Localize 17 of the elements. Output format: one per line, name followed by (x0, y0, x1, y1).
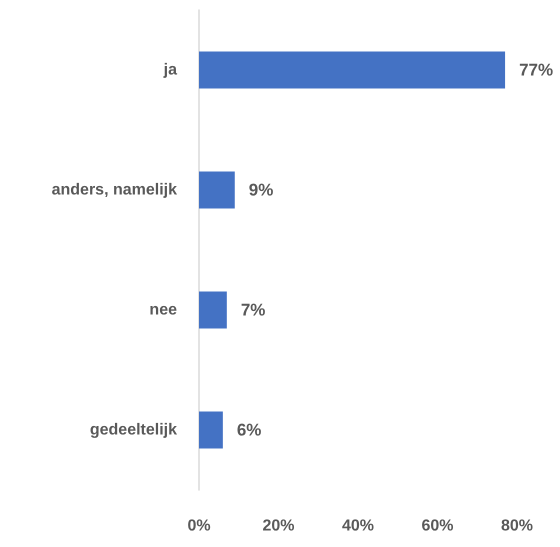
bar (199, 292, 227, 328)
bar (199, 172, 235, 208)
data-label: 9% (248, 180, 274, 200)
x-tick-label: 40% (342, 518, 374, 534)
x-tick-label: 60% (421, 518, 454, 534)
y-tick-label: ja (162, 62, 178, 78)
data-label: 77% (519, 60, 554, 80)
bar (199, 52, 506, 88)
y-tick-label: gedeeltelijk (90, 422, 178, 438)
data-label: 6% (236, 420, 262, 440)
y-tick-label: anders, namelijk (52, 182, 178, 198)
x-tick-label: 80% (500, 518, 534, 534)
y-tick-label: nee (149, 302, 178, 318)
data-label: 7% (240, 300, 266, 320)
x-tick-label: 20% (262, 518, 295, 534)
x-tick-label: 0% (187, 518, 211, 534)
bar (199, 412, 223, 448)
